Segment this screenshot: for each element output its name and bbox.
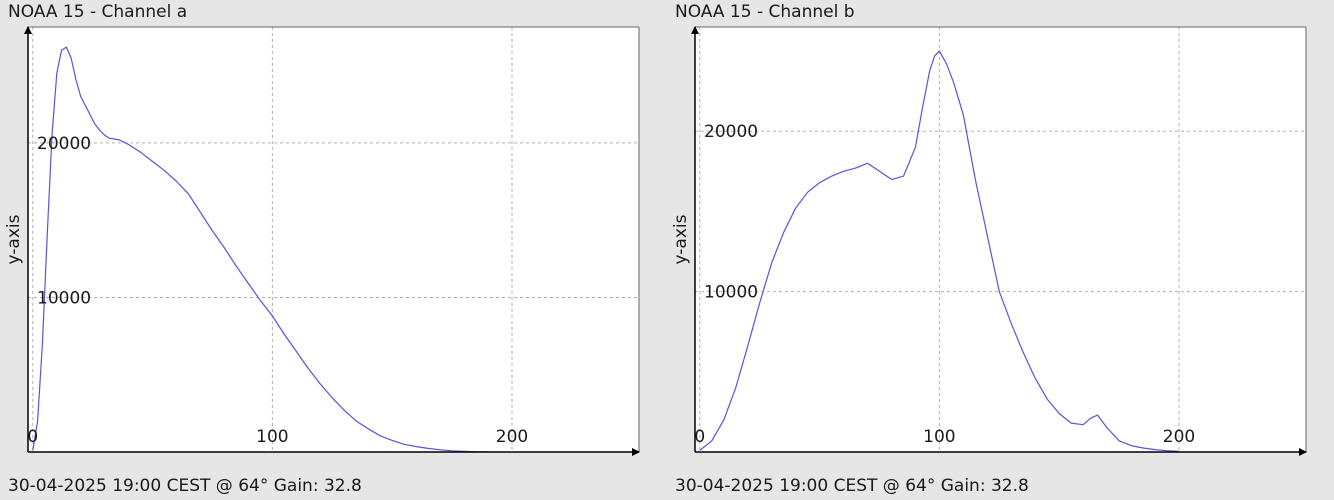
chart-panel-channel-b: 0 100 200 10000 20000 y-axis NOAA 15 - Channe… (667, 0, 1334, 500)
y-tick-label: 10000 (704, 283, 758, 303)
series-line (699, 50, 1180, 452)
chart-title: NOAA 15 - Channel b (675, 2, 855, 22)
y-axis-label: y-axis (4, 214, 24, 264)
series-line (32, 46, 489, 453)
x-tick-label: 100 (256, 427, 288, 447)
plot-area-channel-b: 0 100 200 10000 20000 y-axis (671, 26, 1307, 456)
chart-footer: 30-04-2025 19:00 CEST @ 64° Gain: 32.8 (8, 476, 362, 496)
x-tick-label: 100 (923, 427, 955, 447)
x-tick-label: 200 (1163, 427, 1195, 447)
y-axis-arrowhead (24, 26, 32, 34)
x-tick-label: 0 (27, 427, 38, 447)
x-tick-label: 0 (694, 427, 705, 447)
chart-title: NOAA 15 - Channel a (8, 2, 188, 22)
y-tick-label: 20000 (37, 134, 91, 154)
plot-area-channel-a: 0 100 200 10000 20000 y-axis (4, 26, 640, 456)
chart-footer: 30-04-2025 19:00 CEST @ 64° Gain: 32.8 (675, 476, 1029, 496)
plot-background (695, 27, 1306, 452)
y-tick-label: 20000 (704, 122, 758, 142)
y-tick-label: 10000 (37, 288, 91, 308)
x-axis-arrowhead (632, 448, 640, 456)
chart-panel-channel-a: 0 100 200 10000 20000 y-axis NOAA 15 - Channe… (4, 2, 640, 496)
x-axis-arrowhead (1299, 448, 1307, 456)
plot-background (28, 27, 639, 452)
x-tick-label: 200 (496, 427, 528, 447)
y-axis-label: y-axis (671, 214, 691, 264)
y-axis-arrowhead (691, 26, 699, 34)
